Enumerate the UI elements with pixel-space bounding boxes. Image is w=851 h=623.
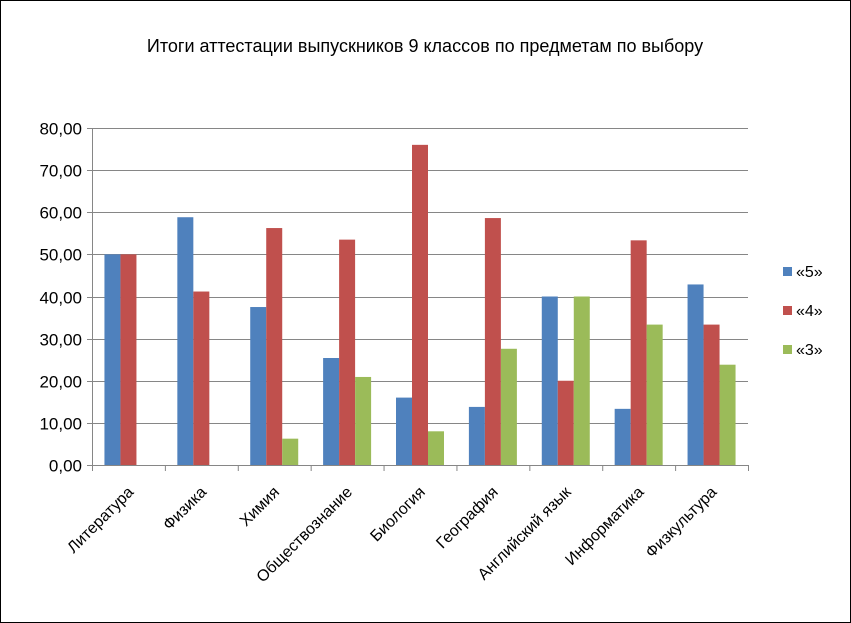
bar-1-7: [541, 296, 558, 465]
x-tick-label: Физкультура: [643, 484, 721, 562]
bar-3-4: [355, 376, 372, 465]
bar-3-8: [646, 324, 663, 465]
legend-swatch-3: [783, 345, 792, 354]
bar-1-9: [687, 284, 704, 465]
bar-2-1: [120, 254, 137, 465]
bar-1-1: [104, 254, 121, 465]
y-tick-label: 0,00: [49, 457, 82, 476]
bar-1-4: [323, 358, 340, 465]
bar-2-5: [412, 144, 428, 465]
y-tick-label: 30,00: [39, 331, 82, 350]
bar-2-2: [193, 291, 210, 465]
bar-1-8: [614, 408, 631, 465]
chart-title: Итоги аттестации выпускников 9 классов п…: [147, 36, 703, 56]
y-tick-label: 80,00: [39, 120, 82, 139]
legend: «5» «4» «3»: [783, 264, 823, 359]
bar-3-5: [428, 431, 444, 465]
legend-swatch-2: [783, 306, 792, 315]
bar-3-3: [282, 438, 299, 465]
legend-label-2: «4»: [796, 303, 823, 320]
y-axis-ticks: 0,00 10,00 20,00 30,00 40,00 50,00 60,00 70,00 8…: [39, 120, 92, 476]
legend-label-1: «5»: [796, 264, 823, 281]
bar-1-2: [177, 217, 194, 465]
bar-1-5: [396, 397, 412, 465]
bar-3-6: [500, 348, 517, 465]
y-tick-label: 70,00: [39, 162, 82, 181]
bar-2-3: [266, 228, 283, 465]
legend-label-3: «3»: [796, 342, 823, 359]
bars: [104, 144, 736, 465]
bar-2-4: [339, 239, 356, 465]
x-tick-label: Химия: [237, 484, 283, 530]
y-tick-label: 20,00: [39, 373, 82, 392]
y-tick-label: 60,00: [39, 204, 82, 223]
x-tick-label: Литература: [64, 484, 137, 557]
x-tick-label: Биология: [367, 484, 428, 545]
legend-swatch-1: [783, 267, 792, 276]
bar-1-3: [250, 307, 267, 465]
x-tick-label: Физика: [160, 484, 210, 534]
bar-2-9: [703, 324, 720, 465]
y-tick-label: 10,00: [39, 415, 82, 434]
x-tick-label: Информатика: [562, 484, 647, 569]
bar-2-8: [630, 240, 647, 465]
bar-3-9: [719, 364, 736, 465]
y-tick-label: 40,00: [39, 289, 82, 308]
bar-3-7: [573, 296, 590, 465]
bar-2-6: [484, 218, 501, 465]
bar-2-7: [557, 380, 574, 465]
x-tick-label: География: [433, 484, 501, 552]
bar-1-6: [468, 406, 485, 465]
y-tick-label: 50,00: [39, 246, 82, 265]
